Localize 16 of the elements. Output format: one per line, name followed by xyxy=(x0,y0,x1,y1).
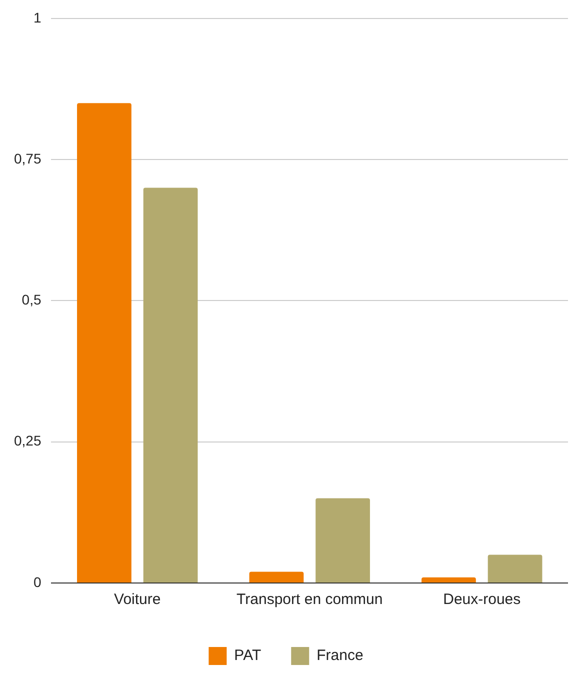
y-tick-label: 0,75 xyxy=(14,150,42,166)
y-tick-label: 1 xyxy=(33,9,42,26)
bar xyxy=(422,577,476,582)
x-tick-label: Deux-roues xyxy=(443,591,521,608)
legend-label: France xyxy=(316,647,364,664)
legend-label: PAT xyxy=(234,647,262,664)
bar xyxy=(77,103,132,582)
y-tick-label: 0,25 xyxy=(14,432,42,449)
y-tick-label: 0,5 xyxy=(22,292,42,308)
x-tick-label: Transport en commun xyxy=(236,591,383,608)
bar xyxy=(249,572,304,582)
y-tick-label: 0 xyxy=(33,574,42,590)
bar xyxy=(143,188,198,582)
bar xyxy=(488,554,542,582)
bar xyxy=(316,498,370,582)
x-tick-label: Voiture xyxy=(114,591,161,608)
